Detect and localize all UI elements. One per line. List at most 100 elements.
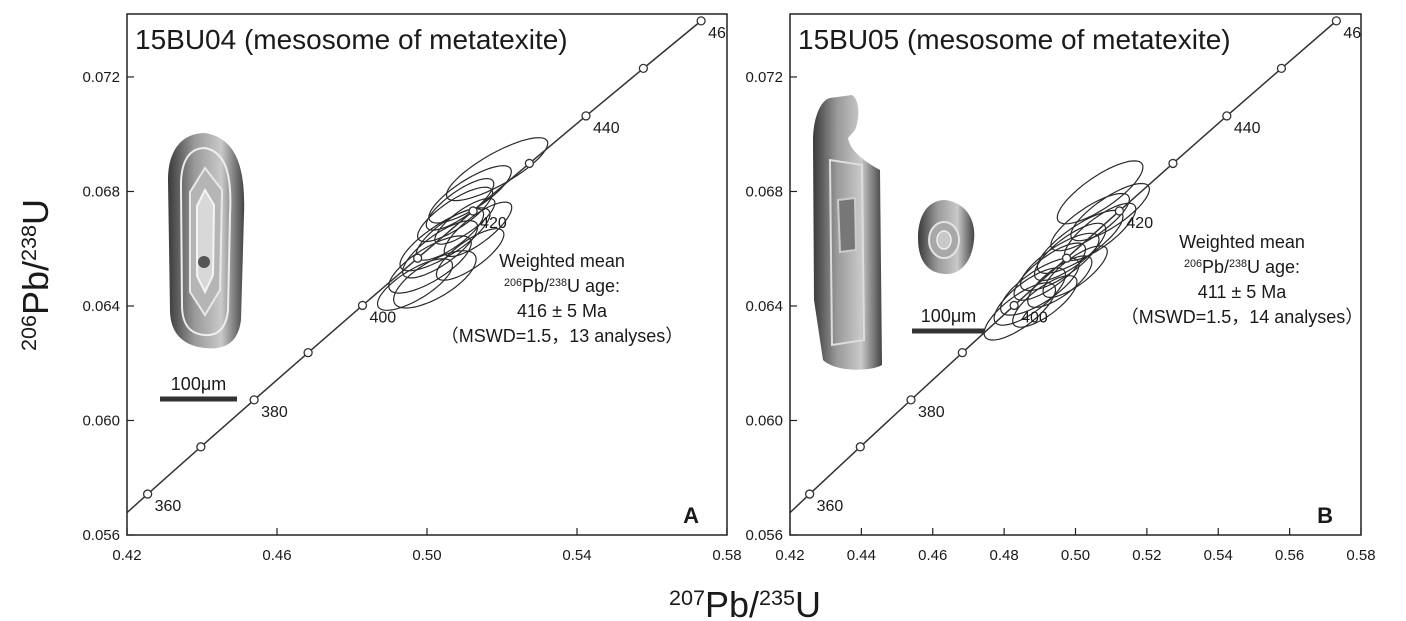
error-ellipse [993,267,1067,326]
plot-frame [126,13,728,536]
age-marker [524,158,535,169]
age-marker [303,347,313,358]
x-axis-label: 207Pb/235U [669,584,821,621]
annotation: （MSWD=1.5，13 analyses） [441,326,684,346]
text-segment: U age: [1247,257,1300,277]
y-tick-label: 0.060 [82,412,120,429]
x-tick-label: 0.54 [562,547,591,564]
error-ellipse [1042,245,1108,298]
age-label: 420 [480,215,507,232]
age-label: 420 [1126,215,1153,232]
error-ellipse [434,197,496,245]
text-segment: U age: [567,276,620,296]
error-ellipse [392,250,477,309]
age-marker [1009,300,1019,311]
text-segment: Pb/ [705,584,759,621]
annotation: （MSWD=1.5，14 analyses） [1121,307,1364,327]
text-segment: Weighted mean [499,251,625,271]
concordia-curve [790,20,1337,514]
text-segment: 238 [1229,258,1247,270]
text-segment: Pb/ [1202,257,1229,277]
text-segment: 206 [504,277,522,289]
annotation: 416 ± 5 Ma [517,301,608,321]
age-marker [1222,111,1232,121]
age-marker [906,395,916,405]
text-segment: Pb/ [522,276,549,296]
x-tick-label: 0.48 [990,547,1019,564]
age-marker [957,347,968,358]
text-segment: 416 ± 5 Ma [517,301,608,321]
x-tick-label: 0.54 [1204,547,1233,564]
y-tick-label: 0.056 [82,527,120,544]
age-marker [804,489,815,499]
error-ellipse [1070,182,1151,242]
text-segment: （MSWD=1.5，13 analyses） [441,326,684,346]
age-marker [1276,63,1287,74]
age-label: 460 [1343,25,1370,42]
y-tick-label: 0.064 [82,298,120,315]
age-label: 360 [817,498,844,515]
annotation: 411 ± 5 Ma [1198,282,1288,302]
concordia-curve [127,20,702,514]
text-segment: 411 ± 5 Ma [1198,282,1288,302]
age-marker [581,111,591,121]
age-marker [412,253,423,263]
text-segment: Pb/ [15,261,56,315]
age-marker [1061,253,1072,263]
text-segment: 238 [16,225,41,261]
age-marker [196,442,206,452]
zircon-image [168,133,245,349]
zircon-image [813,95,975,370]
x-tick-label: 0.42 [112,547,141,564]
age-label: 380 [918,404,945,421]
text-segment: 235 [759,585,795,610]
y-tick-label: 0.072 [82,69,120,86]
scale-bar-label: 100μm [921,306,976,326]
age-label: 440 [593,120,620,137]
plot-area: 360 380 400 420 440 460 [790,16,1370,515]
text-segment: 238 [549,277,567,289]
error-ellipse [399,207,491,272]
age-marker [249,395,259,405]
annotation: 206Pb/238U age: [1184,257,1300,277]
x-tick-label: 0.50 [1061,547,1090,564]
error-ellipse [435,228,505,281]
age-label: 360 [155,498,182,515]
x-tick-label: 0.52 [1132,547,1161,564]
age-marker [468,206,478,216]
plot-frame [789,13,1362,536]
y-tick-label: 0.072 [745,69,783,86]
text-segment: 207 [669,585,705,610]
y-tick-label: 0.068 [745,183,783,200]
x-tick-label: 0.42 [775,547,804,564]
chart-title: 15BU05 (mesosome of metatexite) [798,24,1231,55]
age-marker [142,489,153,499]
x-tick-label: 0.46 [262,547,291,564]
error-ellipse [1056,160,1144,225]
plot-area: 360 380 400 420 440 460 [127,16,727,515]
annotation: Weighted mean [1179,232,1305,252]
error-ellipse [445,137,549,202]
age-label: 440 [1234,120,1261,137]
annotation: Weighted mean [499,251,625,271]
x-tick-label: 0.46 [918,547,947,564]
annotation: 206Pb/238U age: [504,276,620,296]
chart-title: 15BU04 (mesosome of metatexite) [135,24,568,55]
x-tick-label: 0.50 [412,547,441,564]
text-segment: （MSWD=1.5，14 analyses） [1121,307,1364,327]
y-tick-label: 0.056 [745,527,783,544]
age-marker [696,16,706,26]
text-segment: U [15,199,56,225]
error-ellipse [416,186,494,243]
error-ellipse [1027,255,1093,309]
x-tick-label: 0.56 [1275,547,1304,564]
age-marker [1331,16,1342,26]
scale-bar-label: 100μm [171,374,226,394]
age-marker [357,300,368,311]
text-segment: Weighted mean [1179,232,1305,252]
text-segment: 206 [1184,258,1202,270]
panel-label: B [1317,503,1333,528]
age-marker [1168,158,1178,169]
x-tick-label: 0.58 [712,547,741,564]
